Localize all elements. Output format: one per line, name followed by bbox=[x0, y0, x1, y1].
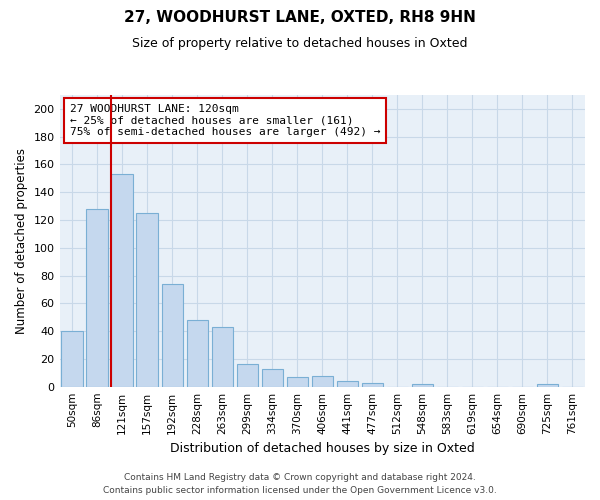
X-axis label: Distribution of detached houses by size in Oxted: Distribution of detached houses by size … bbox=[170, 442, 475, 455]
Bar bbox=[187, 320, 208, 386]
Bar bbox=[337, 381, 358, 386]
Bar bbox=[212, 327, 233, 386]
Bar bbox=[537, 384, 558, 386]
Y-axis label: Number of detached properties: Number of detached properties bbox=[15, 148, 28, 334]
Bar bbox=[287, 377, 308, 386]
Bar bbox=[86, 209, 108, 386]
Bar bbox=[362, 382, 383, 386]
Text: Size of property relative to detached houses in Oxted: Size of property relative to detached ho… bbox=[132, 38, 468, 51]
Text: Contains HM Land Registry data © Crown copyright and database right 2024.
Contai: Contains HM Land Registry data © Crown c… bbox=[103, 473, 497, 495]
Bar bbox=[61, 331, 83, 386]
Bar bbox=[412, 384, 433, 386]
Bar bbox=[136, 213, 158, 386]
Bar bbox=[236, 364, 258, 386]
Bar bbox=[262, 368, 283, 386]
Bar bbox=[161, 284, 183, 386]
Text: 27, WOODHURST LANE, OXTED, RH8 9HN: 27, WOODHURST LANE, OXTED, RH8 9HN bbox=[124, 10, 476, 25]
Bar bbox=[112, 174, 133, 386]
Bar bbox=[311, 376, 333, 386]
Text: 27 WOODHURST LANE: 120sqm
← 25% of detached houses are smaller (161)
75% of semi: 27 WOODHURST LANE: 120sqm ← 25% of detac… bbox=[70, 104, 380, 137]
